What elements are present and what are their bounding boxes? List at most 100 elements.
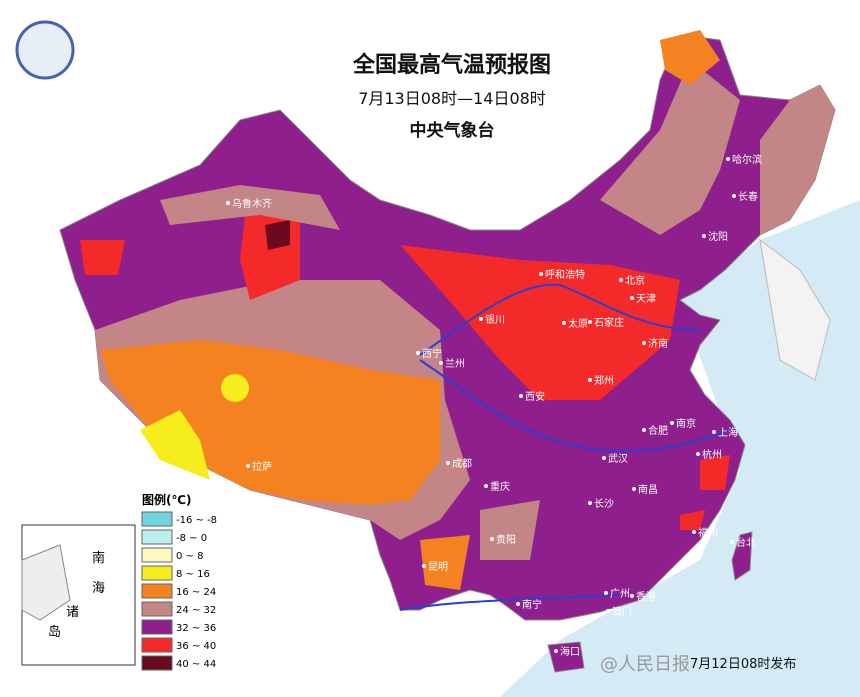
city-dot xyxy=(604,591,608,595)
title: 全国最高气温预报图 xyxy=(352,52,551,78)
city-dot xyxy=(422,564,426,568)
legend: 图例(℃) -16 ~ -8 -8 ~ 0 0 ~ 8 8 ~ 16 16 ~ 24 24… xyxy=(141,492,217,671)
legend-swatch xyxy=(141,619,173,635)
legend-label: 24 ~ 32 xyxy=(176,605,216,616)
city-label: 南昌 xyxy=(638,483,658,496)
city-dot xyxy=(630,296,634,300)
city-label: 西宁 xyxy=(422,347,442,360)
city-label: 哈尔滨 xyxy=(732,153,762,166)
city-dot xyxy=(519,394,523,398)
city-label: 昆明 xyxy=(428,561,448,573)
city-label: 福州 xyxy=(698,526,718,539)
city-dot xyxy=(630,594,634,598)
legend-swatch xyxy=(141,529,173,545)
city-dot xyxy=(539,272,543,276)
legend-title: 图例(℃) xyxy=(142,492,192,507)
legend-swatch xyxy=(141,565,173,581)
inset-label: 岛 xyxy=(48,624,61,640)
city-dot xyxy=(732,194,736,198)
city-dot xyxy=(588,501,592,505)
city-dot xyxy=(642,428,646,432)
city-label: 济南 xyxy=(648,337,668,350)
city-dot xyxy=(602,456,606,460)
legend-swatch xyxy=(141,655,173,671)
city-dot xyxy=(246,464,250,468)
inset-label: 海 xyxy=(92,581,105,596)
city-dot xyxy=(606,609,610,613)
city-label: 北京 xyxy=(625,274,645,287)
city-label: 长沙 xyxy=(594,498,614,510)
legend-swatch xyxy=(141,547,173,563)
inset-label: 诸 xyxy=(66,605,79,620)
agency: 中央气象台 xyxy=(410,120,495,141)
city-dot xyxy=(696,452,700,456)
city-label: 广州 xyxy=(610,588,630,600)
issued: 7月12日08时发布 xyxy=(690,656,796,672)
city-label: 台北 xyxy=(736,536,756,549)
city-dot xyxy=(516,602,520,606)
inset-label: 南 xyxy=(92,550,105,566)
city-label: 杭州 xyxy=(702,448,722,461)
city-label: 银川 xyxy=(485,313,505,326)
legend-swatch xyxy=(141,637,173,653)
china xyxy=(59,30,836,673)
legend-label: -8 ~ 0 xyxy=(176,533,207,544)
city-dot xyxy=(670,421,674,425)
legend-label: 32 ~ 36 xyxy=(176,623,216,634)
city-label: 天津 xyxy=(636,293,656,305)
city-label: 重庆 xyxy=(490,480,510,493)
city-dot xyxy=(554,649,558,653)
city-label: 西安 xyxy=(525,390,545,403)
legend-swatch xyxy=(141,583,173,599)
city-label: 沈阳 xyxy=(708,230,728,243)
city-dot xyxy=(730,540,734,544)
city-label: 乌鲁木齐 xyxy=(232,197,272,210)
city-label: 呼和浩特 xyxy=(545,269,585,281)
city-label: 兰州 xyxy=(445,357,465,370)
legend-label: -16 ~ -8 xyxy=(176,515,217,526)
legend-swatch xyxy=(141,511,173,527)
watermark: @人民日报 xyxy=(600,654,690,675)
city-dot xyxy=(712,430,716,434)
legend-swatch xyxy=(141,601,173,617)
korea xyxy=(759,238,831,381)
city-dot xyxy=(588,378,592,382)
city-label: 澳门 xyxy=(612,605,632,618)
legend-label: 40 ~ 44 xyxy=(176,659,216,670)
legend-label: 0 ~ 8 xyxy=(176,551,203,562)
city-label: 香港 xyxy=(636,591,656,603)
city-dot xyxy=(484,484,488,488)
city-label: 南京 xyxy=(676,417,696,430)
subtitle: 7月13日08时—14日08时 xyxy=(358,89,546,108)
legend-label: 36 ~ 40 xyxy=(176,641,216,652)
inset: 南 海 诸 岛 xyxy=(21,524,136,666)
city-dot xyxy=(416,351,420,355)
city-label: 南宁 xyxy=(522,598,542,611)
city-label: 郑州 xyxy=(594,374,614,387)
city-dot xyxy=(619,278,623,282)
city-label: 拉萨 xyxy=(252,460,272,473)
city-dot xyxy=(562,321,566,325)
city-label: 武汉 xyxy=(608,452,628,465)
city-dot xyxy=(226,201,230,205)
city-dot xyxy=(726,157,730,161)
city-dot xyxy=(692,530,696,534)
logo xyxy=(15,20,75,80)
city-dot xyxy=(702,234,706,238)
city-dot xyxy=(632,487,636,491)
city-label: 合肥 xyxy=(648,424,668,437)
city-label: 上海 xyxy=(718,426,738,439)
legend-label: 8 ~ 16 xyxy=(176,569,210,580)
city-dot xyxy=(446,461,450,465)
city-label: 成都 xyxy=(452,458,472,470)
city-dot xyxy=(490,537,494,541)
city-label: 海口 xyxy=(560,645,580,658)
city-dot xyxy=(439,361,443,365)
city-label: 太原 xyxy=(568,317,588,330)
city-dot xyxy=(588,320,592,324)
city-label: 长春 xyxy=(738,191,758,203)
city-label: 贵阳 xyxy=(496,533,516,546)
sea xyxy=(500,200,860,697)
